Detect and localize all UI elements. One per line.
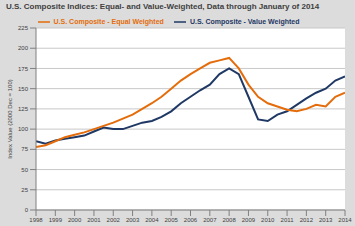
svg-text:2002: 2002 bbox=[107, 217, 121, 223]
svg-text:50: 50 bbox=[21, 167, 28, 173]
svg-text:2013: 2013 bbox=[319, 217, 333, 223]
svg-text:200: 200 bbox=[18, 45, 29, 51]
svg-text:2000: 2000 bbox=[68, 217, 82, 223]
html-text:U.S. Composite - Value Weighte: U.S. Composite - Value Weighted bbox=[189, 17, 300, 25]
svg-text:2003: 2003 bbox=[126, 217, 140, 223]
svg-text:2014: 2014 bbox=[338, 217, 347, 223]
svg-text:225: 225 bbox=[18, 25, 29, 31]
svg-text:Index Value (2000 Dec = 100): Index Value (2000 Dec = 100) bbox=[8, 79, 13, 158]
html-text:U.S. Composite Indices: Equal-: U.S. Composite Indices: Equal- and Value… bbox=[6, 2, 320, 11]
svg-text:2011: 2011 bbox=[281, 217, 295, 223]
svg-text:2007: 2007 bbox=[203, 217, 217, 223]
svg-text:1998: 1998 bbox=[29, 217, 43, 223]
svg-text:100: 100 bbox=[18, 126, 29, 132]
svg-text:2009: 2009 bbox=[242, 217, 256, 223]
svg-text:75: 75 bbox=[21, 146, 28, 152]
svg-text:2010: 2010 bbox=[261, 217, 275, 223]
svg-text:2004: 2004 bbox=[145, 217, 159, 223]
svg-text:1999: 1999 bbox=[49, 217, 63, 223]
svg-text:2008: 2008 bbox=[222, 217, 236, 223]
svg-text:2012: 2012 bbox=[300, 217, 314, 223]
svg-text:2006: 2006 bbox=[184, 217, 198, 223]
svg-text:2001: 2001 bbox=[87, 217, 101, 223]
svg-text:175: 175 bbox=[18, 66, 29, 72]
svg-text:0: 0 bbox=[25, 207, 29, 213]
svg-text:150: 150 bbox=[18, 86, 29, 92]
html-text:U.S. Composite - Equal Weighte: U.S. Composite - Equal Weighted bbox=[53, 17, 164, 25]
svg-text:2005: 2005 bbox=[165, 217, 179, 223]
svg-text:25: 25 bbox=[21, 187, 28, 193]
svg-text:125: 125 bbox=[18, 106, 29, 112]
